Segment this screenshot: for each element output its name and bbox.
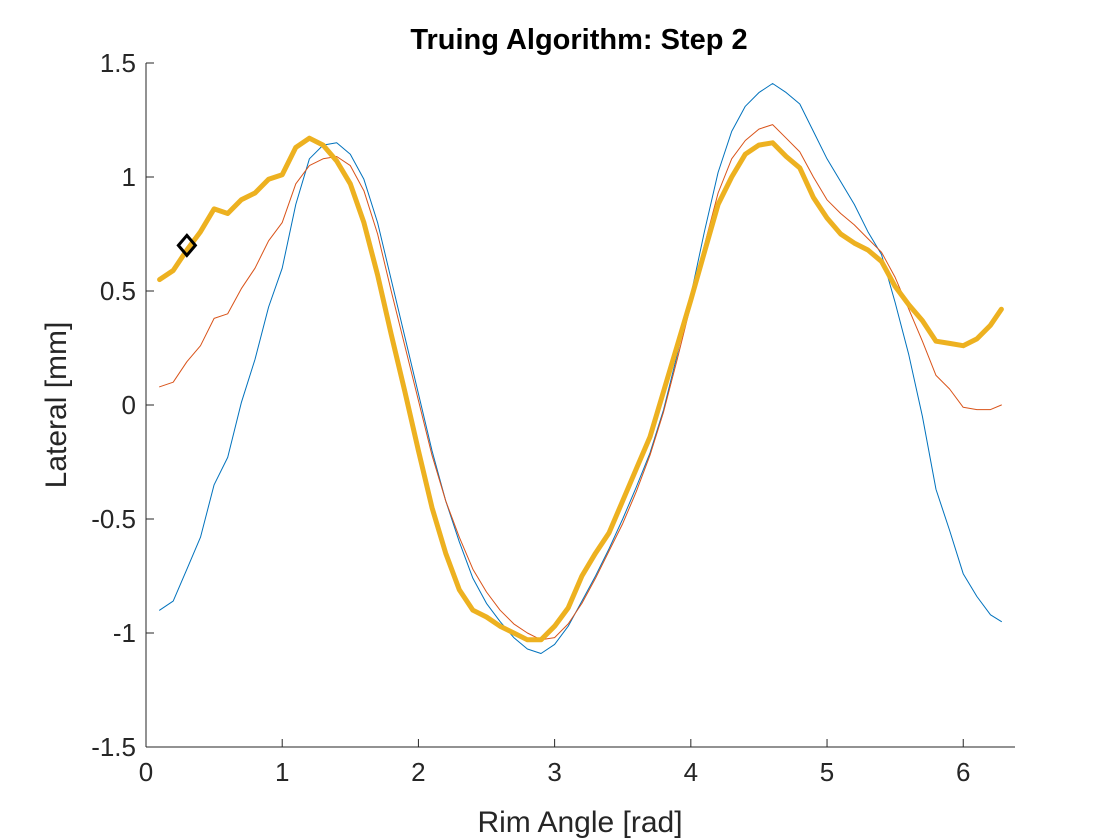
y-tick-label: -1.5	[91, 732, 136, 762]
x-tick-label: 4	[684, 757, 698, 787]
x-tick-label: 5	[820, 757, 834, 787]
y-tick-label: 0	[122, 390, 136, 420]
chart-title: Truing Algorithm: Step 2	[410, 24, 747, 56]
x-tick-label: 2	[411, 757, 425, 787]
y-tick-label: 0.5	[100, 276, 136, 306]
x-tick-label: 6	[956, 757, 970, 787]
axes	[145, 63, 1015, 748]
x-tick-label: 1	[275, 757, 289, 787]
y-tick-label: -1	[113, 618, 136, 648]
y-tick-label: -0.5	[91, 504, 136, 534]
plot-area	[157, 83, 1004, 654]
x-tick-label: 0	[139, 757, 153, 787]
ticks: 0 1 2 3 4 5 6 -1.5 -1 -0.5 0 0.5 1 1.5	[91, 48, 970, 787]
x-tick-label: 3	[547, 757, 561, 787]
y-axis-label: Lateral [mm]	[40, 322, 73, 489]
series-line-2	[159, 124, 1002, 641]
diamond-marker	[176, 233, 198, 258]
series-line-3	[157, 135, 1004, 643]
series-line-1	[159, 83, 1002, 654]
x-axis-label: Rim Angle [rad]	[477, 806, 682, 839]
y-tick-label: 1	[122, 162, 136, 192]
y-tick-label: 1.5	[100, 48, 136, 78]
